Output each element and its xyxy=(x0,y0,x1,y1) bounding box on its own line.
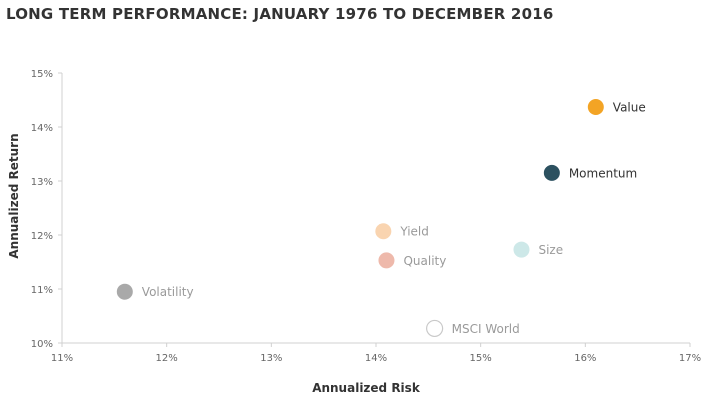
x-tick-label: 13% xyxy=(260,353,282,364)
x-tick-label: 16% xyxy=(574,353,596,364)
data-point-momentum: Momentum xyxy=(543,164,637,181)
point-marker xyxy=(513,241,530,258)
x-tick-label: 17% xyxy=(679,353,701,364)
data-point-value: Value xyxy=(587,99,646,116)
x-tick-label: 12% xyxy=(156,353,178,364)
x-tick-label: 14% xyxy=(365,353,387,364)
point-label: Momentum xyxy=(569,166,637,180)
y-tick-label: 12% xyxy=(31,231,53,242)
point-marker xyxy=(116,283,133,300)
y-tick-label: 13% xyxy=(31,177,53,188)
data-point-yield: Yield xyxy=(375,223,429,240)
data-point-size: Size xyxy=(513,241,563,258)
y-tick-label: 10% xyxy=(31,339,53,350)
y-ticks: 10% 11% 12% 13% 14% 15% xyxy=(31,69,62,350)
point-marker xyxy=(587,99,604,116)
point-label: Value xyxy=(613,101,646,115)
x-ticks: 11% 12% 13% 14% 15% 16% 17% xyxy=(51,343,701,364)
x-axis-title: Annualized Risk xyxy=(312,381,421,395)
chart-title: LONG TERM PERFORMANCE: JANUARY 1976 TO D… xyxy=(6,5,554,23)
point-label: Volatility xyxy=(142,285,194,299)
data-points: Value Momentum Yield Size Quality Volatility M… xyxy=(116,99,646,338)
point-label: Quality xyxy=(403,254,446,268)
y-tick-label: 15% xyxy=(31,69,53,80)
point-marker xyxy=(378,252,395,269)
x-tick-label: 15% xyxy=(470,353,492,364)
y-tick-label: 11% xyxy=(31,285,53,296)
data-point-msci-world: MSCI World xyxy=(426,319,520,338)
point-label: MSCI World xyxy=(452,322,520,336)
x-tick-label: 11% xyxy=(51,353,73,364)
y-axis-title: Annualized Return xyxy=(7,133,21,258)
point-marker xyxy=(426,319,444,338)
point-marker xyxy=(375,223,392,240)
y-tick-label: 14% xyxy=(31,123,53,134)
data-point-volatility: Volatility xyxy=(116,283,194,300)
data-point-quality: Quality xyxy=(378,252,446,269)
point-label: Size xyxy=(538,243,563,257)
point-label: Yield xyxy=(399,225,429,239)
point-marker xyxy=(543,164,560,181)
